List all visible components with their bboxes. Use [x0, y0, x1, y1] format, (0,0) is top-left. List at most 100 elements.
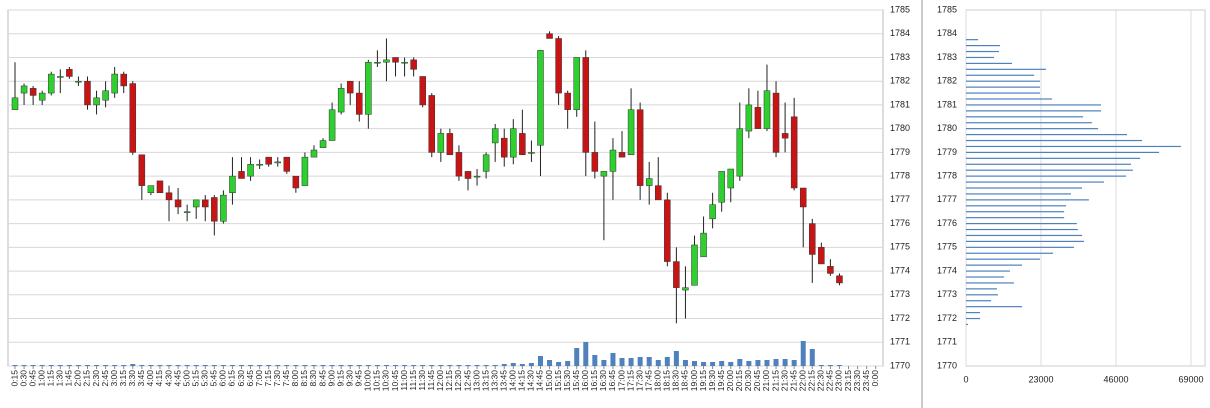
profile-bar: [966, 157, 1141, 159]
x-tick-label: 11:45: [426, 370, 436, 391]
x-tick-label: 19:00: [689, 370, 699, 392]
volume-bar: [682, 360, 688, 366]
y-tick-label: 1782: [890, 76, 910, 86]
volume-bar: [94, 365, 100, 366]
candle-body: [192, 199, 200, 208]
candle-body: [691, 244, 698, 286]
volume-bar: [664, 357, 670, 366]
volume-bar: [501, 364, 507, 366]
candle-body: [473, 175, 481, 178]
candle-body: [573, 57, 580, 110]
x-tick-label: 16:15: [589, 370, 599, 392]
volume-bar: [510, 363, 516, 366]
x-tick-label: 22:45: [825, 370, 835, 392]
volume-bar: [12, 365, 18, 366]
volume-bar: [528, 363, 534, 366]
x-tick-label: 16:00: [580, 370, 590, 392]
y-tick-label: 1774: [890, 265, 910, 275]
candle-body: [673, 261, 680, 288]
volume-bar: [393, 365, 399, 366]
profile-bar: [966, 104, 1101, 106]
candle-body: [29, 88, 37, 96]
volume-bar: [248, 365, 254, 366]
x-tick-label: 21:45: [788, 370, 798, 392]
candle-body: [383, 59, 390, 63]
y-tick-label: 1784: [890, 28, 910, 38]
y-tick-label: 1775: [937, 242, 957, 252]
candle-body: [319, 140, 327, 148]
candle-body: [156, 180, 164, 193]
candle-body: [636, 109, 644, 186]
x-tick-label: 21:30: [779, 370, 789, 392]
volume-bar: [583, 342, 589, 366]
x-tick-label: 13:00: [471, 370, 481, 392]
candle-body: [66, 69, 73, 77]
candle-body: [591, 152, 599, 172]
candle-body: [609, 149, 617, 172]
candle-body: [537, 50, 544, 146]
x-tick-label: 8:30: [308, 370, 318, 387]
candle-body: [356, 92, 363, 115]
candle-body: [274, 161, 281, 164]
volume-bar: [782, 359, 788, 366]
candle-body: [772, 92, 780, 153]
profile-bar: [966, 317, 981, 320]
profile-bar: [966, 145, 1181, 148]
y-tick-label: 1776: [890, 218, 910, 228]
volume-bar: [202, 365, 208, 366]
x-tick-label: 4:00: [145, 370, 155, 387]
candle-body: [20, 85, 28, 94]
volume-bar: [610, 353, 616, 366]
y-tick-label: 1781: [890, 99, 910, 109]
volume-bar: [719, 361, 725, 366]
candle-body: [645, 178, 653, 186]
volume-bar: [746, 361, 752, 366]
x-tick-label: 18:00: [653, 370, 663, 392]
x-tick-label: 3:30: [127, 370, 137, 387]
volume-bar: [293, 365, 299, 366]
candle-body: [428, 95, 436, 153]
candle-body: [664, 199, 671, 262]
candle-body: [75, 80, 82, 83]
volume-bar: [229, 365, 235, 366]
y-tick-label: 1780: [890, 123, 910, 133]
profile-bar: [966, 80, 1041, 82]
x-tick-label: 0:45: [27, 370, 37, 387]
x-tick-label: 19:45: [716, 370, 726, 392]
volume-bar: [438, 365, 444, 366]
candle-body: [111, 73, 118, 94]
profile-bar: [966, 98, 1053, 100]
plot-frame: [7, 9, 884, 367]
x-tick-label: 7:00: [254, 370, 264, 387]
y-tick-label: 1773: [890, 289, 910, 299]
x-tick-label: 10:00: [363, 370, 373, 392]
volume-bar: [728, 362, 734, 366]
profile-bar: [966, 270, 1011, 272]
x-tick-label: 14:30: [526, 370, 536, 392]
volume-bar: [492, 365, 498, 366]
candle-body: [709, 204, 716, 220]
candle-body: [120, 73, 127, 87]
y-tick-label: 1781: [937, 99, 957, 109]
x-tick-label: 1:00: [36, 370, 46, 387]
x-tick-label: 2:00: [73, 370, 83, 387]
profile-bar: [966, 122, 1092, 124]
candle-body: [47, 73, 55, 94]
candle-body: [419, 76, 426, 106]
volume-bar: [791, 360, 797, 366]
y-tick-label: 1770: [890, 360, 910, 370]
x-tick-label: 15:00: [544, 370, 554, 392]
x-tick-label: 6:00: [218, 370, 228, 387]
volume-bar: [383, 365, 389, 366]
profile-bar: [966, 163, 1131, 165]
candle-body: [582, 57, 590, 153]
volume-bar: [220, 365, 226, 366]
volume-bar: [836, 365, 842, 366]
volume-bar: [30, 365, 36, 366]
volume-bar: [556, 362, 562, 366]
candle-body: [809, 223, 816, 255]
candle-body: [165, 192, 173, 201]
profile-bar: [966, 228, 1078, 231]
candle-body: [202, 199, 209, 208]
x-tick-label: 17:15: [625, 370, 635, 392]
